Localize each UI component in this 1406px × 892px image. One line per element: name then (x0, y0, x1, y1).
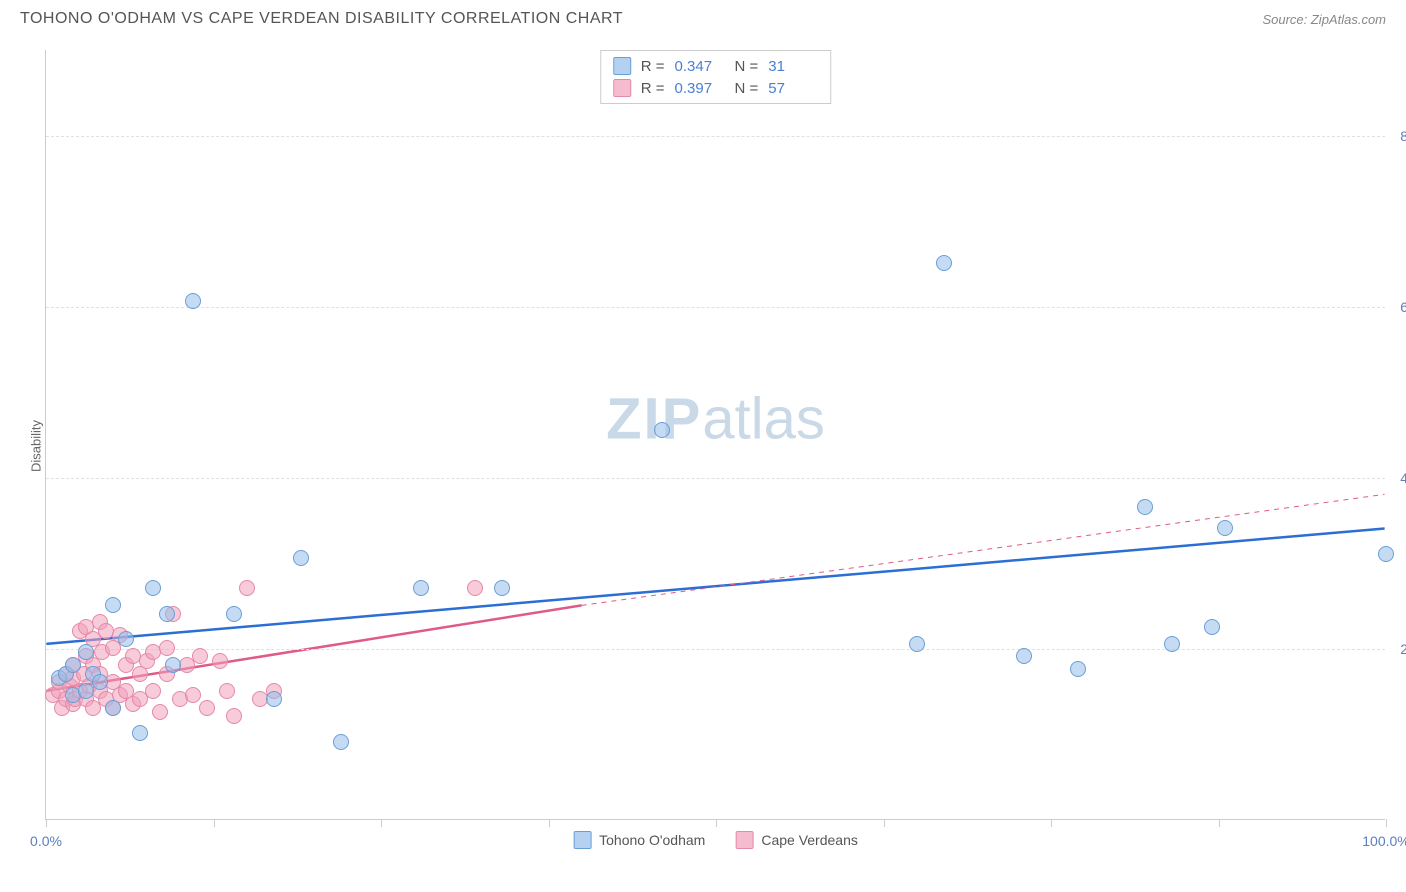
tohono-r-value: 0.347 (675, 58, 725, 75)
swatch-pink-icon (735, 831, 753, 849)
gridline (46, 136, 1385, 137)
scatter-point (219, 683, 235, 699)
scatter-point (1070, 661, 1086, 677)
x-tick-label: 0.0% (30, 833, 62, 849)
scatter-point (192, 648, 208, 664)
gridline (46, 649, 1385, 650)
scatter-point (159, 606, 175, 622)
scatter-point (1378, 546, 1394, 562)
legend-item-cape: Cape Verdeans (735, 831, 858, 849)
y-tick-label: 80.0% (1400, 128, 1406, 144)
scatter-point (494, 580, 510, 596)
gridline (46, 307, 1385, 308)
x-tick (1051, 819, 1052, 827)
scatter-point (185, 293, 201, 309)
scatter-point (145, 683, 161, 699)
watermark: ZIPatlas (606, 386, 825, 453)
scatter-point (145, 580, 161, 596)
chart-title: TOHONO O'ODHAM VS CAPE VERDEAN DISABILIT… (20, 10, 623, 28)
x-tick (884, 819, 885, 827)
scatter-point (1217, 520, 1233, 536)
swatch-pink-icon (613, 79, 631, 97)
scatter-point (105, 700, 121, 716)
scatter-point (1016, 648, 1032, 664)
gridline (46, 478, 1385, 479)
swatch-blue-icon (613, 57, 631, 75)
y-tick-label: 20.0% (1400, 641, 1406, 657)
x-tick (549, 819, 550, 827)
y-axis-label: Disability (29, 420, 44, 472)
scatter-point (199, 700, 215, 716)
scatter-point (239, 580, 255, 596)
x-tick-label: 100.0% (1362, 833, 1406, 849)
cape-r-value: 0.397 (675, 80, 725, 97)
scatter-point (118, 631, 134, 647)
tohono-n-value: 31 (768, 58, 818, 75)
x-tick (716, 819, 717, 827)
scatter-point (909, 636, 925, 652)
scatter-point (212, 653, 228, 669)
scatter-point (65, 657, 81, 673)
x-tick (46, 819, 47, 827)
legend-item-tohono: Tohono O'odham (573, 831, 705, 849)
plot-area: ZIPatlas R = 0.347 N = 31 R = 0.397 N = … (45, 50, 1385, 820)
legend: Tohono O'odham Cape Verdeans (573, 831, 858, 849)
y-tick-label: 40.0% (1400, 470, 1406, 486)
trend-lines (46, 50, 1385, 819)
stats-box: R = 0.347 N = 31 R = 0.397 N = 57 (600, 50, 832, 104)
scatter-point (333, 734, 349, 750)
scatter-point (78, 644, 94, 660)
swatch-blue-icon (573, 831, 591, 849)
scatter-point (226, 708, 242, 724)
scatter-point (132, 725, 148, 741)
stats-row-tohono: R = 0.347 N = 31 (613, 55, 819, 77)
scatter-point (226, 606, 242, 622)
scatter-point (159, 640, 175, 656)
scatter-point (266, 691, 282, 707)
scatter-point (467, 580, 483, 596)
y-tick-label: 60.0% (1400, 299, 1406, 315)
x-tick (1219, 819, 1220, 827)
x-tick (214, 819, 215, 827)
scatter-point (105, 597, 121, 613)
scatter-point (936, 255, 952, 271)
scatter-point (152, 704, 168, 720)
scatter-point (1164, 636, 1180, 652)
scatter-point (92, 674, 108, 690)
scatter-point (1204, 619, 1220, 635)
scatter-point (654, 422, 670, 438)
scatter-point (165, 657, 181, 673)
scatter-point (185, 687, 201, 703)
scatter-point (1137, 499, 1153, 515)
scatter-point (413, 580, 429, 596)
cape-n-value: 57 (768, 80, 818, 97)
scatter-point (293, 550, 309, 566)
source-label: Source: ZipAtlas.com (1262, 12, 1386, 27)
x-tick (381, 819, 382, 827)
stats-row-cape: R = 0.397 N = 57 (613, 77, 819, 99)
x-tick (1386, 819, 1387, 827)
